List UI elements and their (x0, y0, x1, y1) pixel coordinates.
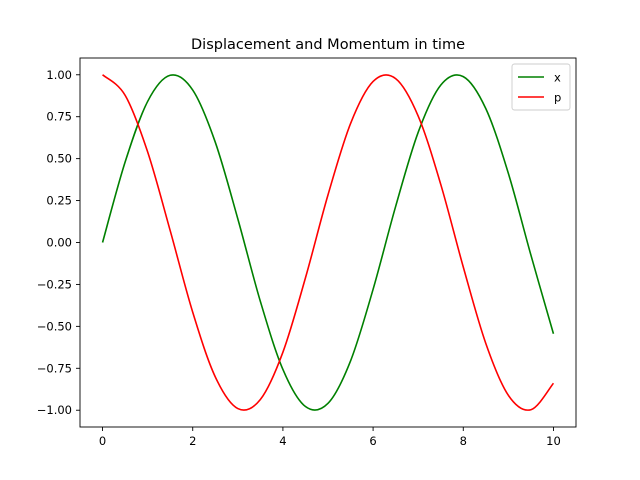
legend-label-x: x (554, 71, 561, 85)
axes: 0 2 4 6 8 10 1.00 0.75 0.50 0.25 0.00 −0.25 −0.50 −0.… (37, 57, 577, 448)
x-tick-label: 0 (99, 434, 106, 448)
y-tick-label: 0.00 (46, 236, 72, 250)
x-tick-label: 2 (189, 434, 196, 448)
plot-lines (101, 74, 555, 411)
legend-label-p: p (554, 91, 561, 105)
x-tick-label: 8 (460, 434, 467, 448)
y-tick-label: 0.50 (46, 152, 72, 166)
x-tick-label: 4 (279, 434, 286, 448)
y-tick-label: 1.00 (46, 68, 72, 82)
x-tick-label: 6 (369, 434, 376, 448)
legend: xp (511, 63, 571, 111)
y-tick-label: −0.50 (37, 319, 72, 333)
chart-title: Displacement and Momentum in time (191, 37, 465, 53)
y-tick-label: −1.00 (37, 403, 72, 417)
legend-box (511, 63, 571, 111)
y-tick-label: −0.25 (37, 277, 72, 291)
x-tick-label: 10 (546, 434, 561, 448)
y-tick-label: 0.75 (46, 110, 72, 124)
series-line-p (102, 74, 555, 411)
y-tick-label: 0.25 (46, 194, 72, 208)
y-tick-label: −0.75 (37, 361, 72, 375)
series-line-x (101, 74, 555, 411)
